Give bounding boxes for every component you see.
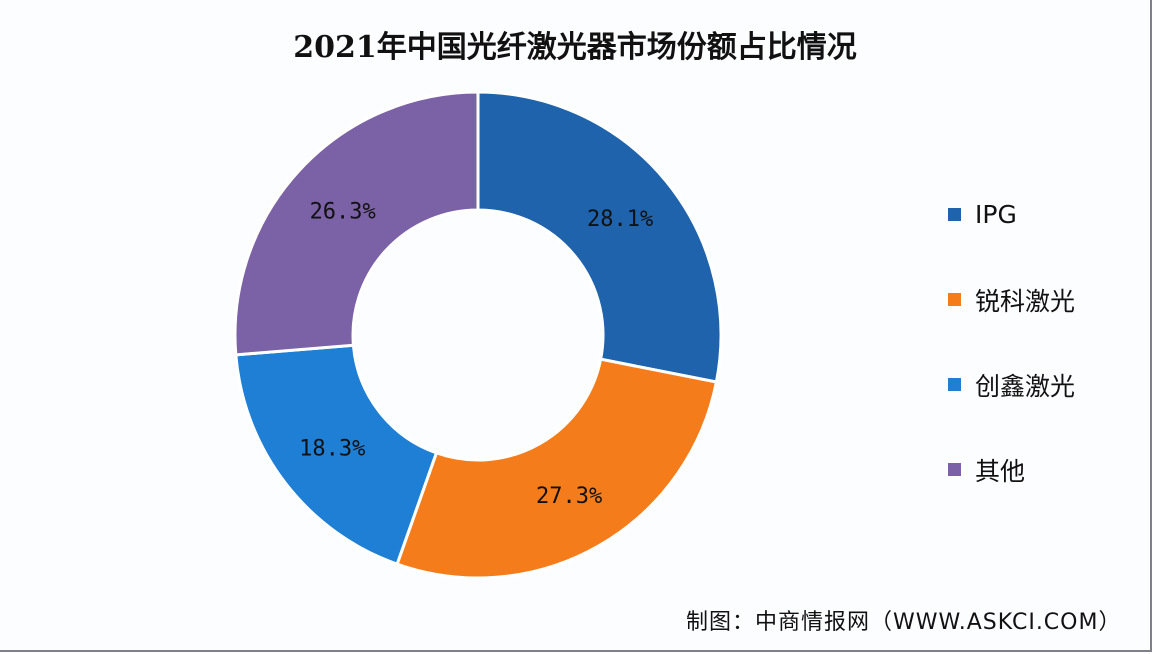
legend-label: 锐科激光 — [975, 286, 1076, 316]
donut-slice-3 — [233, 90, 480, 357]
source-note: 制图：中商情报网（WWW.ASKCI.COM） — [686, 610, 1122, 635]
legend-swatch — [948, 208, 961, 221]
legend-swatch — [948, 378, 961, 391]
legend-swatch — [948, 463, 961, 476]
legend: IPG 锐科激光创鑫激光其他 — [948, 172, 1075, 512]
data-label: 27.3% — [536, 484, 602, 509]
chart-title: 2021年中国光纤激光器市场份额占比情况 — [293, 30, 857, 65]
legend-item: 其他 — [948, 427, 1075, 512]
donut-slice-2 — [234, 343, 439, 567]
legend-label: 创鑫激光 — [975, 371, 1076, 401]
data-label: 28.1% — [587, 207, 653, 232]
legend-item: IPG — [948, 172, 1075, 257]
data-label: 26.3% — [310, 199, 376, 224]
donut-slice-1 — [395, 357, 719, 580]
legend-item: 锐科激光 — [948, 257, 1075, 342]
legend-item: 创鑫激光 — [948, 342, 1075, 427]
data-label: 18.3% — [299, 436, 365, 461]
legend-label: 其他 — [975, 456, 1026, 486]
legend-label: IPG — [975, 200, 1017, 229]
donut-slice-0 — [476, 90, 723, 384]
legend-swatch — [948, 293, 961, 306]
